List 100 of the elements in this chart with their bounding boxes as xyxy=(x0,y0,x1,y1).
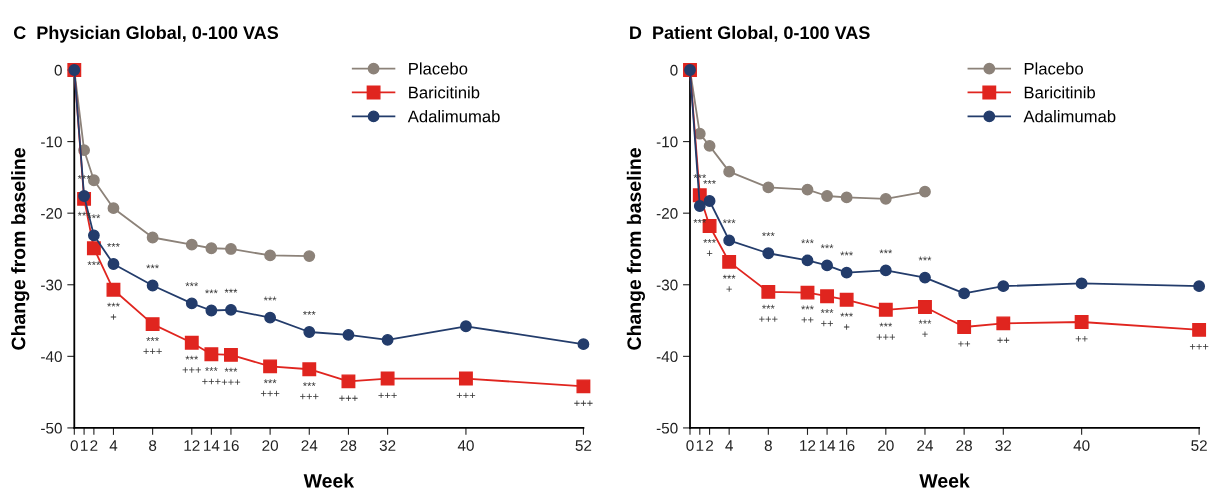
point xyxy=(264,249,277,262)
x-axis-title: Week xyxy=(303,473,355,488)
x-tick-label: 8 xyxy=(149,440,157,451)
annotation: ++ xyxy=(958,341,971,347)
annotation: *** xyxy=(205,289,218,294)
annotation: +++ xyxy=(456,392,476,399)
x-tick-label: 2 xyxy=(706,440,714,451)
point xyxy=(303,250,316,263)
y-tick-label: -10 xyxy=(656,136,678,148)
annotation: *** xyxy=(918,256,932,261)
annotation: *** +++ xyxy=(759,304,778,322)
x-tick-label: 14 xyxy=(204,440,220,451)
legend-label: Adalimumab xyxy=(407,110,500,123)
point xyxy=(264,311,277,324)
point xyxy=(723,165,736,178)
annotation: ++ xyxy=(1075,336,1088,342)
point xyxy=(458,371,473,386)
point xyxy=(879,264,892,277)
point xyxy=(303,326,316,338)
annotation: +++ xyxy=(378,392,397,399)
point xyxy=(762,247,775,260)
point xyxy=(919,185,931,198)
annotation: *** xyxy=(879,249,893,254)
annotation: *** xyxy=(703,179,716,184)
annotation: *** xyxy=(263,296,277,301)
x-tick-label: 2 xyxy=(90,440,98,451)
y-tick-label: -10 xyxy=(41,136,62,148)
x-tick-label: 28 xyxy=(340,440,357,451)
x-tick-label: 12 xyxy=(184,440,200,451)
annotation: *** + xyxy=(703,238,716,256)
annotation: *** +++ xyxy=(876,322,895,340)
point xyxy=(997,280,1010,293)
x-tick-label: 4 xyxy=(725,440,733,451)
point xyxy=(225,303,237,316)
x-tick-label: 40 xyxy=(457,440,474,451)
annotation: *** +++ xyxy=(143,337,162,355)
x-tick-label: 1 xyxy=(81,440,88,451)
point xyxy=(703,139,716,152)
point xyxy=(263,359,278,374)
chart-title: C Physician Global, 0-100 VAS xyxy=(13,25,279,43)
point xyxy=(185,297,198,310)
x-tick-label: 16 xyxy=(223,440,239,451)
annotation: *** xyxy=(840,251,853,256)
point xyxy=(722,254,737,269)
annotation: *** xyxy=(224,288,238,293)
annotation: *** + xyxy=(840,312,853,330)
point xyxy=(821,259,833,272)
legend-label: Placebo xyxy=(409,62,468,75)
point xyxy=(577,338,590,351)
point xyxy=(919,271,931,284)
point xyxy=(460,320,472,333)
point xyxy=(576,379,591,394)
x-tick-label: 32 xyxy=(995,440,1012,451)
x-tick-label: 12 xyxy=(800,440,816,451)
annotation: *** xyxy=(820,244,834,249)
point xyxy=(693,200,706,212)
point xyxy=(381,333,394,346)
point xyxy=(225,243,237,255)
point xyxy=(1192,322,1207,337)
point xyxy=(821,190,833,202)
x-tick-label: 4 xyxy=(109,440,118,451)
point xyxy=(184,335,199,350)
annotation: *** xyxy=(146,264,159,269)
annotation: *** + xyxy=(722,274,736,292)
point xyxy=(87,229,100,242)
chart-title: D Patient Global, 0-100 VAS xyxy=(630,25,870,42)
point xyxy=(918,300,932,314)
x-tick-label: 1 xyxy=(696,440,704,451)
point xyxy=(958,287,971,300)
annotation: *** xyxy=(801,239,814,244)
x-tick-label: 0 xyxy=(686,440,694,451)
point xyxy=(800,285,815,300)
annotation: *** ++ xyxy=(801,305,814,323)
point xyxy=(761,284,776,299)
x-tick-label: 14 xyxy=(819,440,836,451)
point xyxy=(879,192,892,205)
annotation: +++ xyxy=(1189,343,1209,350)
y-tick-label: -20 xyxy=(656,208,678,219)
point xyxy=(342,328,355,341)
point xyxy=(840,266,853,279)
x-axis-title: Week xyxy=(919,473,970,488)
x-tick-label: 52 xyxy=(575,440,592,451)
point xyxy=(224,347,238,362)
annotation: *** xyxy=(762,232,775,237)
x-tick-label: 32 xyxy=(379,440,396,451)
point xyxy=(1193,280,1206,293)
annotation: *** +++ xyxy=(202,367,221,385)
point xyxy=(703,195,716,207)
annotation: *** +++ xyxy=(260,379,280,397)
annotation: +++ xyxy=(339,395,358,401)
annotation: *** xyxy=(185,282,199,287)
legend-label: Baricitinib xyxy=(1024,86,1096,99)
x-tick-label: 20 xyxy=(878,440,894,451)
annotation: *** + xyxy=(918,319,932,337)
x-tick-label: 24 xyxy=(917,440,934,451)
point xyxy=(107,258,120,270)
x-tick-label: 8 xyxy=(764,440,772,451)
y-tick-label: -20 xyxy=(41,208,62,219)
point xyxy=(1074,315,1089,329)
y-tick-label: -50 xyxy=(656,422,678,434)
